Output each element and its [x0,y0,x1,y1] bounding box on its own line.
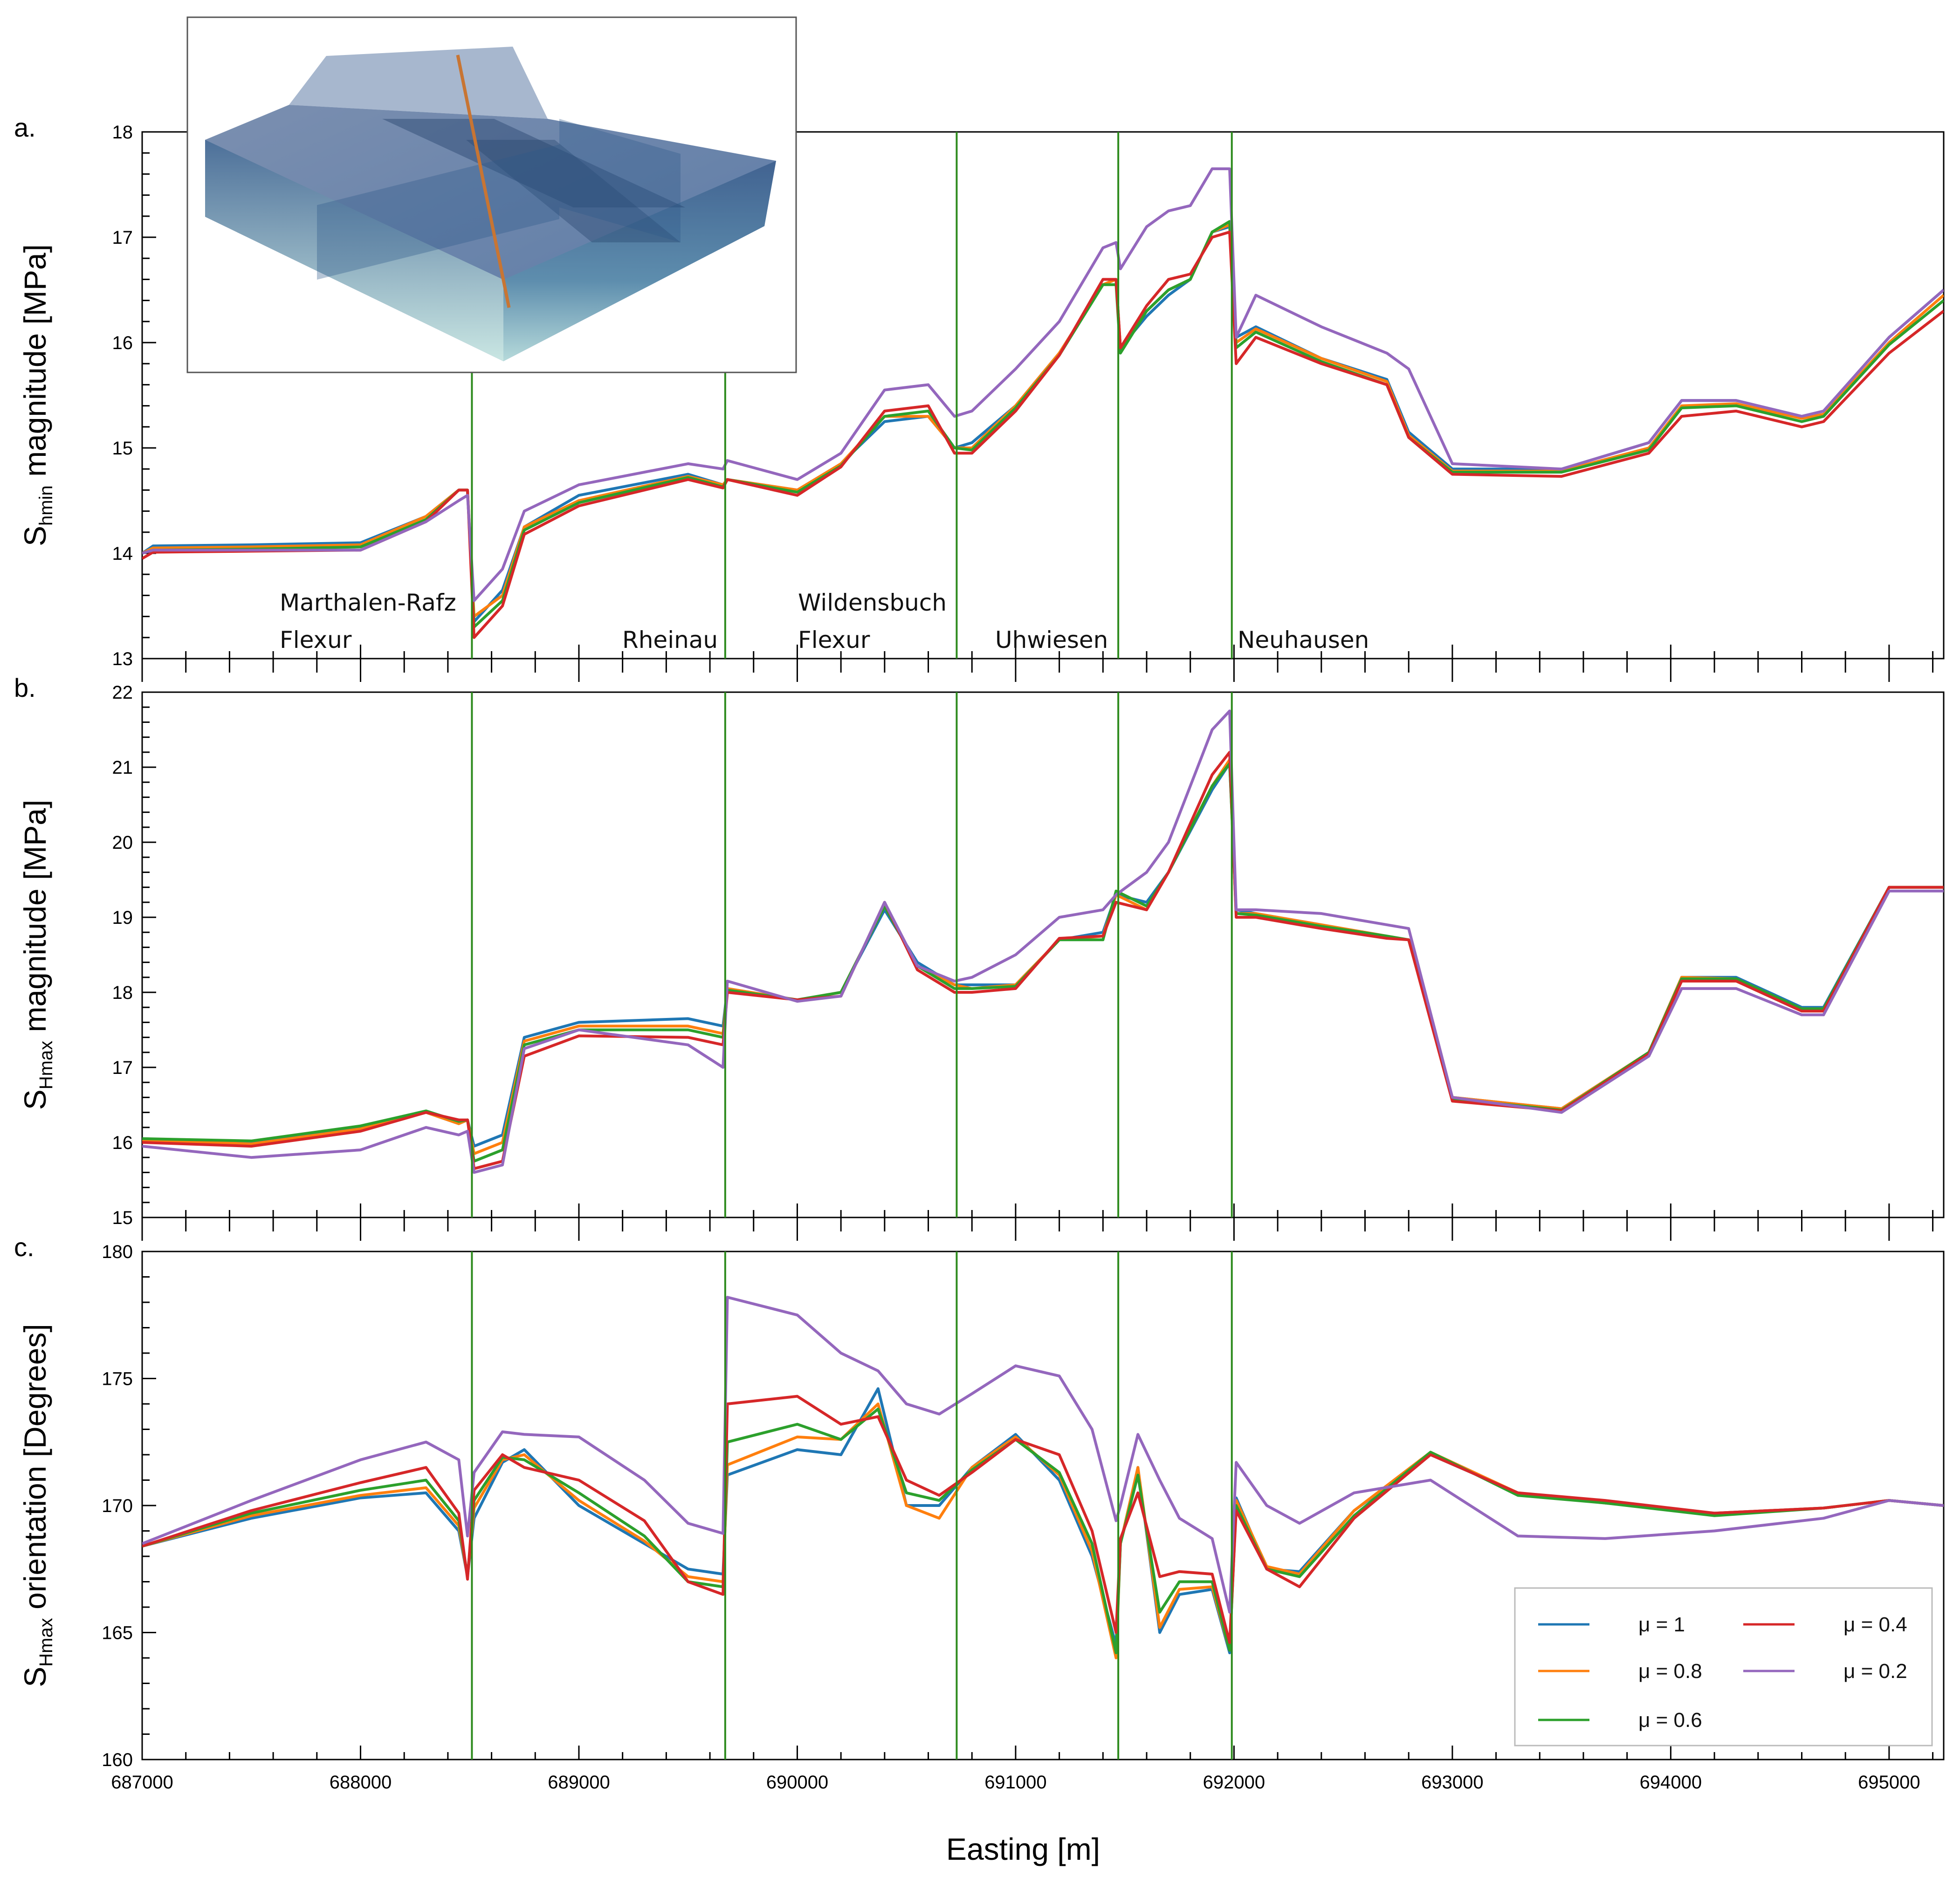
fault-label: Flexur [280,626,352,653]
y-tick-label: 20 [112,832,133,853]
legend-label: μ = 1 [1638,1613,1685,1636]
x-tick-label: 694000 [1640,1772,1702,1793]
y-tick-label: 17 [112,1058,133,1078]
x-tick-label: 693000 [1421,1772,1483,1793]
y-tick-label: 19 [112,908,133,928]
x-tick-label: 695000 [1858,1772,1920,1793]
inset-profile-line [456,55,511,308]
inset-block-right [503,161,776,361]
x-tick-label: 688000 [330,1772,392,1793]
inset-cross-section-1 [382,119,685,207]
series-line-mu04 [142,1395,1944,1644]
x-tick-label: 689000 [548,1772,610,1793]
x-tick-label: 687000 [111,1772,173,1793]
y-tick-label: 22 [112,682,133,703]
inset-block-front [205,140,503,361]
series-group [142,167,1944,639]
panel-1: 13 14 15 16 17 18 a. Shmin magnitude [MPa] [14,113,1945,682]
y-tick-label: 15 [112,438,133,459]
inset-cross-section-4 [559,119,681,242]
series-line-mu02 [142,167,1944,602]
y-tick-label: 21 [112,757,133,778]
series-group [142,1296,1944,1659]
panel-2: 15 16 17 18 19 20 21 22 b. SHmax magnitude [MPa] [14,673,1945,1241]
series-line-mu06 [142,762,1944,1163]
series-line-mu08 [142,1403,1944,1659]
fault-labels: Marthalen-Rafz Flexur Rheinau Wildensbuch Fl… [280,589,1369,653]
x-axis-label: Easting [m] [946,1832,1100,1866]
fault-label: Wildensbuch [798,589,947,616]
y-tick-label: 180 [102,1242,133,1262]
y-axis-label: Shmin magnitude [MPa] [18,244,56,546]
y-tick-label: 18 [112,122,133,143]
fault-label: Neuhausen [1238,626,1369,653]
panel-letter: b. [14,673,36,702]
series-line-mu02 [142,1296,1944,1614]
series-line-mu02 [142,709,1944,1174]
inset-3d-model [186,16,797,373]
x-tick-label: 690000 [766,1772,828,1793]
y-tick-label: 16 [112,333,133,353]
y-tick-label: 170 [102,1496,133,1516]
y-tick-label: 160 [102,1750,133,1770]
inset-cross-section-3 [317,144,559,280]
y-tick-label: 15 [112,1208,133,1228]
x-tick-label: 692000 [1203,1772,1265,1793]
legend-label: μ = 0.6 [1638,1709,1702,1732]
plot-frame [141,691,1945,1218]
y-tick-label: 165 [102,1623,133,1643]
y-axis-label: SHmax magnitude [MPa] [18,800,56,1110]
legend: μ = 1 μ = 0.8 μ = 0.6 μ = 0.4 μ = 0.2 [1514,1587,1933,1746]
y-tick-label: 17 [112,227,133,248]
fault-lines [471,132,1233,1760]
y-axis-label: SHmax orientation [Degrees] [18,1324,56,1687]
panel-letter: c. [14,1232,34,1262]
series-line-mu04 [142,230,1944,639]
legend-label: μ = 0.4 [1843,1613,1907,1636]
y-tick-label: 13 [112,649,133,669]
inset-block-top [205,105,776,361]
series-line-mu04 [142,750,1944,1170]
legend-label: μ = 0.8 [1638,1660,1702,1683]
inset-surface-relief [289,47,548,119]
y-tick-label: 18 [112,983,133,1003]
fault-label: Uhwiesen [995,626,1108,653]
y-tick-label: 175 [102,1369,133,1389]
fault-label: Flexur [798,626,870,653]
legend-label: μ = 0.2 [1843,1660,1907,1683]
y-tick-label: 14 [112,543,133,564]
inset-cross-section-2 [466,140,681,242]
y-tick-label: 16 [112,1133,133,1153]
panel-letter: a. [14,113,36,142]
series-group [142,709,1944,1174]
fault-label: Marthalen-Rafz [280,589,456,616]
plot-frame [141,131,1945,660]
fault-label: Rheinau [622,626,718,653]
panel-3: 160 165 170 175 180 687000 688000 689000 690000 6… [14,1232,1945,1793]
x-tick-label: 691000 [984,1772,1046,1793]
